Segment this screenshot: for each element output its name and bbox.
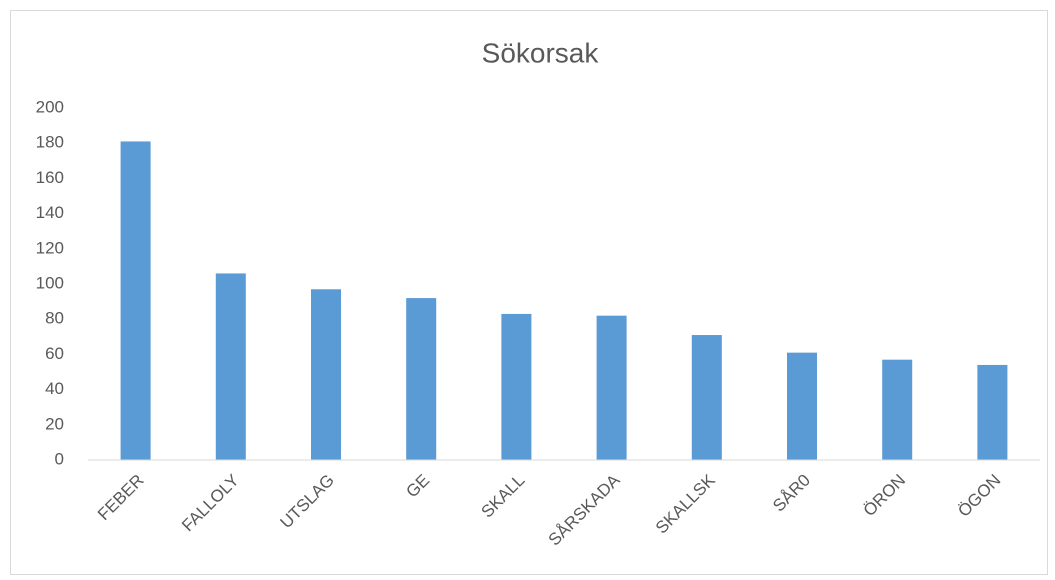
- y-tick-label: 0: [55, 449, 64, 468]
- y-tick-label: 60: [45, 344, 64, 363]
- bar: [406, 298, 437, 460]
- bar: [977, 364, 1008, 460]
- bar: [120, 141, 151, 460]
- y-tick-label: 40: [45, 379, 64, 398]
- y-tick-label: 180: [36, 133, 64, 152]
- y-tick-label: 200: [36, 97, 64, 116]
- bar: [501, 313, 532, 460]
- bar: [596, 315, 627, 460]
- y-tick-label: 100: [36, 273, 64, 292]
- y-tick-label: 80: [45, 309, 64, 328]
- bar: [215, 273, 246, 460]
- bar: [882, 359, 913, 460]
- y-tick-label: 120: [36, 238, 64, 257]
- y-tick-label: 140: [36, 203, 64, 222]
- chart-frame: [10, 10, 1048, 575]
- bar: [787, 352, 817, 460]
- chart-title: Sökorsak: [482, 37, 600, 68]
- y-tick-label: 160: [36, 168, 64, 187]
- bar: [311, 289, 341, 460]
- y-tick-label: 20: [45, 414, 64, 433]
- bar: [691, 335, 722, 460]
